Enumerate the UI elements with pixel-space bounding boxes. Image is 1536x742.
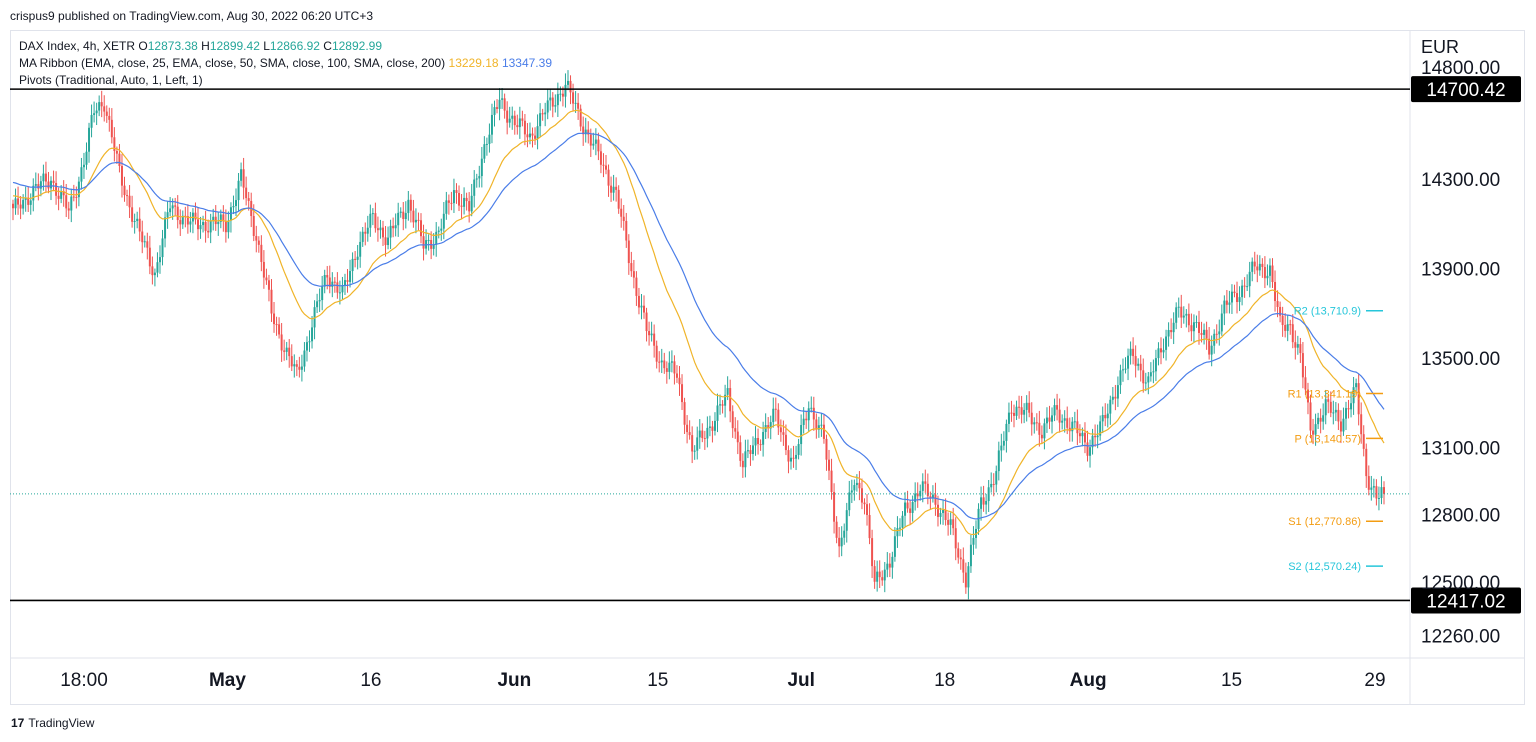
ohlc-key-c: C xyxy=(319,39,332,53)
ohlc-value-h: 12899.42 xyxy=(209,39,260,53)
tradingview-logo-icon: 17 xyxy=(11,716,25,730)
ohlc-key-h: H xyxy=(197,39,210,53)
currency-label: EUR xyxy=(1421,37,1460,57)
symbol-label: DAX Index, 4h, XETR xyxy=(19,39,136,53)
ma-ribbon-value-2: 13347.39 xyxy=(501,56,552,70)
ohlc-value-l: 12866.92 xyxy=(269,39,320,53)
ohlc-values: O12873.38 H12899.42 L12866.92 C12892.99 xyxy=(138,39,382,53)
footer: 17 TradingView xyxy=(11,716,94,730)
ohlc-value-o: 12873.38 xyxy=(147,39,198,53)
ohlc-key-l: L xyxy=(259,39,270,53)
ma-ribbon-label: MA Ribbon (EMA, close, 25, EMA, close, 5… xyxy=(19,56,446,70)
pivots-label: Pivots (Traditional, Auto, 1, Left, 1) xyxy=(19,73,203,87)
symbol-row: DAX Index, 4h, XETR O12873.38 H12899.42 … xyxy=(19,38,552,55)
footer-brand: TradingView xyxy=(28,716,95,730)
pivots-row: Pivots (Traditional, Auto, 1, Left, 1) xyxy=(19,72,552,89)
chart-legend: DAX Index, 4h, XETR O12873.38 H12899.42 … xyxy=(19,38,552,89)
chart-frame[interactable] xyxy=(10,30,1525,705)
ohlc-value-c: 12892.99 xyxy=(331,39,383,53)
ma-ribbon-value-1: 13229.18 xyxy=(448,56,499,70)
ma-ribbon-row: MA Ribbon (EMA, close, 25, EMA, close, 5… xyxy=(19,55,552,72)
ohlc-key-o: O xyxy=(138,39,148,53)
published-by: crispus9 published on TradingView.com, A… xyxy=(10,9,374,23)
